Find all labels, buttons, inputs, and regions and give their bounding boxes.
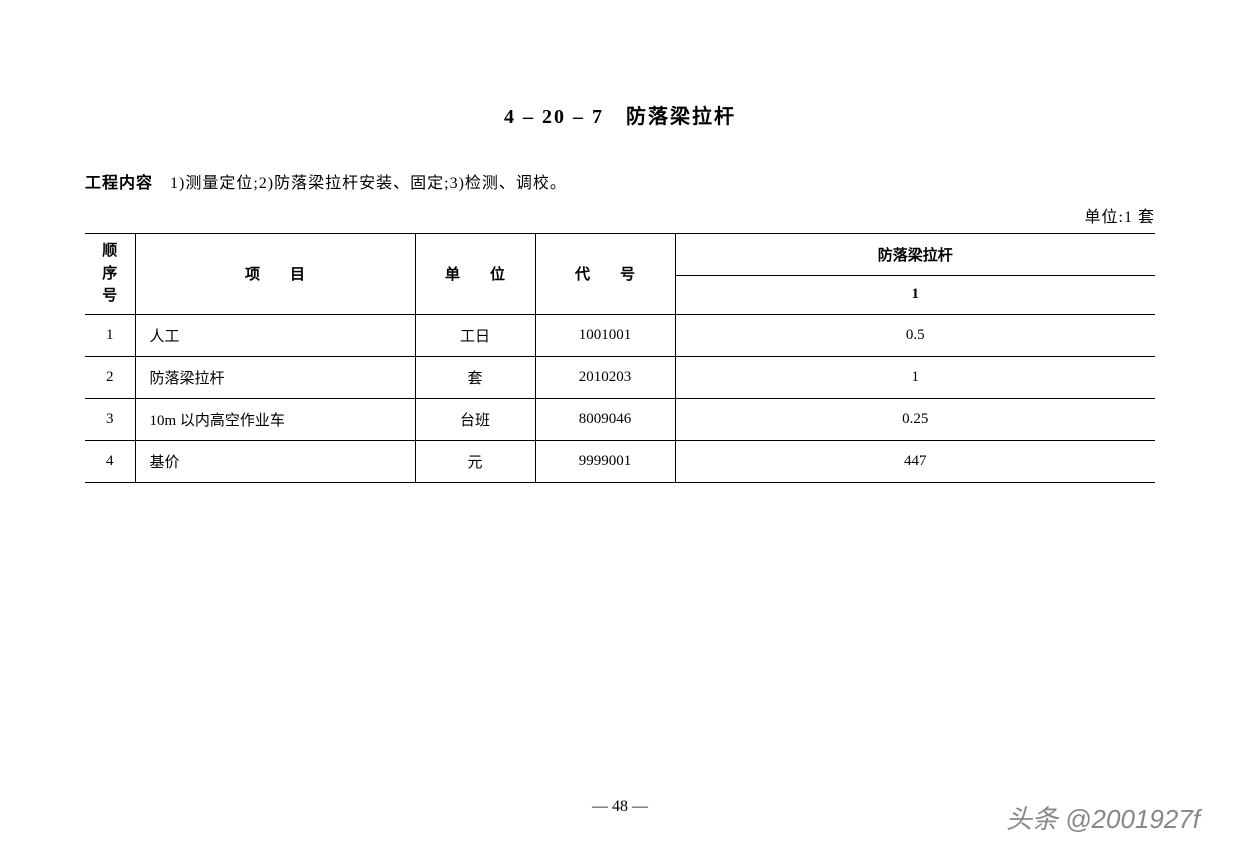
- cell-code: 2010203: [535, 356, 675, 398]
- cell-item: 人工: [135, 314, 415, 356]
- header-subcol: 1: [675, 276, 1155, 314]
- cell-value: 1: [675, 356, 1155, 398]
- cell-value: 447: [675, 440, 1155, 482]
- table-body: 1 人工 工日 1001001 0.5 2 防落梁拉杆 套 2010203 1 …: [85, 314, 1155, 482]
- header-sequence: 顺序号: [85, 234, 135, 315]
- header-group: 防落梁拉杆: [675, 234, 1155, 276]
- table-row: 3 10m 以内高空作业车 台班 8009046 0.25: [85, 398, 1155, 440]
- unit-text: 单位:1 套: [85, 203, 1155, 227]
- document-title: 4 – 20 – 7 防落梁拉杆: [85, 100, 1155, 129]
- cell-code: 8009046: [535, 398, 675, 440]
- header-unit: 单 位: [415, 234, 535, 315]
- content-text: 1)测量定位;2)防落梁拉杆安装、固定;3)检测、调校。: [153, 175, 567, 192]
- cell-item: 防落梁拉杆: [135, 356, 415, 398]
- watermark: 头条 @2001927f: [1006, 799, 1200, 836]
- cell-unit: 套: [415, 356, 535, 398]
- content-label: 工程内容: [85, 175, 153, 192]
- cell-item: 基价: [135, 440, 415, 482]
- cell-seq: 3: [85, 398, 135, 440]
- content-description: 工程内容 1)测量定位;2)防落梁拉杆安装、固定;3)检测、调校。: [85, 169, 1155, 193]
- cell-seq: 4: [85, 440, 135, 482]
- cell-unit: 工日: [415, 314, 535, 356]
- data-table: 顺序号 项 目 单 位 代 号 防落梁拉杆 1 1 人工 工日 1001001 …: [85, 233, 1155, 483]
- cell-code: 9999001: [535, 440, 675, 482]
- cell-unit: 元: [415, 440, 535, 482]
- table-row: 1 人工 工日 1001001 0.5: [85, 314, 1155, 356]
- cell-seq: 1: [85, 314, 135, 356]
- cell-value: 0.5: [675, 314, 1155, 356]
- table-row: 4 基价 元 9999001 447: [85, 440, 1155, 482]
- cell-value: 0.25: [675, 398, 1155, 440]
- cell-seq: 2: [85, 356, 135, 398]
- header-item: 项 目: [135, 234, 415, 315]
- header-code: 代 号: [535, 234, 675, 315]
- cell-item: 10m 以内高空作业车: [135, 398, 415, 440]
- table-row: 2 防落梁拉杆 套 2010203 1: [85, 356, 1155, 398]
- cell-unit: 台班: [415, 398, 535, 440]
- cell-code: 1001001: [535, 314, 675, 356]
